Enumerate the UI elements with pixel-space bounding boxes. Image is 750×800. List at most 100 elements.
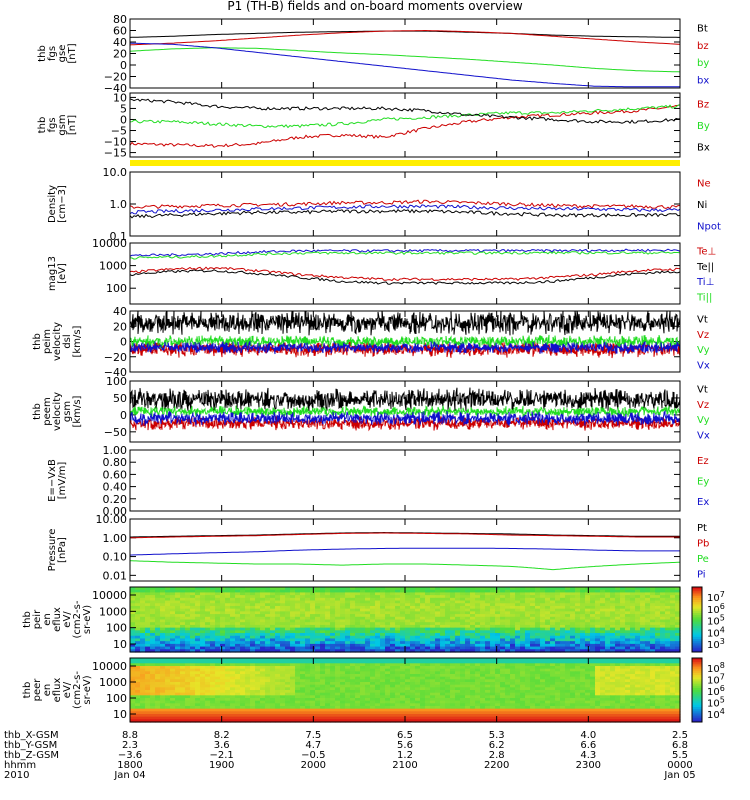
heat-cell xyxy=(180,643,186,648)
heat-cell xyxy=(295,595,301,599)
heat-cell xyxy=(265,703,271,707)
heat-cell xyxy=(535,603,541,607)
heat-cell xyxy=(255,622,261,626)
heat-cell xyxy=(550,671,556,675)
heat-cell xyxy=(445,608,451,612)
heat-cell xyxy=(645,666,651,670)
heat-cell xyxy=(515,616,521,621)
heat-cell xyxy=(420,614,426,618)
heat-cell xyxy=(170,703,176,707)
heat-cell xyxy=(660,674,666,678)
heat-cell xyxy=(130,597,136,602)
heat-cell xyxy=(290,666,296,670)
heat-cell xyxy=(140,600,146,604)
heat-cell xyxy=(545,676,551,680)
heat-cell xyxy=(660,624,666,629)
heat-cell xyxy=(590,646,596,650)
heat-cell xyxy=(580,660,586,664)
heat-cell xyxy=(520,605,526,610)
heat-cell xyxy=(545,597,551,602)
heat-cell xyxy=(130,630,136,634)
heat-cell xyxy=(530,698,536,702)
y-tick-label: 0.10 xyxy=(103,551,128,564)
heat-cell xyxy=(265,679,271,683)
series-line-Vz xyxy=(130,339,680,359)
heat-cell xyxy=(525,611,531,615)
heat-cell xyxy=(530,622,536,626)
heat-cell xyxy=(255,679,261,683)
heat-cell xyxy=(660,658,666,662)
heat-cell xyxy=(185,692,191,696)
heat-cell xyxy=(530,695,536,699)
heat-cell xyxy=(480,630,486,634)
heat-cell xyxy=(630,605,636,610)
heat-cell xyxy=(530,638,536,642)
heat-cell xyxy=(425,619,431,623)
heat-cell xyxy=(625,666,631,670)
heat-cell xyxy=(460,627,466,631)
heat-cell xyxy=(635,587,641,591)
heat-cell xyxy=(540,592,546,596)
heat-cell xyxy=(350,687,356,691)
heat-cell xyxy=(625,630,631,634)
heat-cell xyxy=(505,624,511,629)
heat-cell xyxy=(395,622,401,626)
heat-cell xyxy=(170,660,176,664)
y-axis-label: dsl xyxy=(62,334,73,348)
heat-cell xyxy=(545,605,551,610)
colorbar-cell xyxy=(692,630,702,633)
heat-cell xyxy=(260,690,266,694)
heat-cell xyxy=(665,663,671,667)
heat-cell xyxy=(670,622,676,626)
heat-cell xyxy=(615,643,621,648)
heat-cell xyxy=(495,624,501,629)
heat-cell xyxy=(160,663,166,667)
heat-cell xyxy=(425,614,431,618)
heat-cell xyxy=(265,643,271,648)
heat-cell xyxy=(560,616,566,621)
heat-cell xyxy=(335,668,341,672)
heat-cell xyxy=(605,690,611,694)
heat-cell xyxy=(165,614,171,618)
heat-cell xyxy=(190,682,196,686)
heat-cell xyxy=(445,587,451,591)
series-line-Vx xyxy=(130,409,680,427)
heat-cell xyxy=(580,630,586,634)
heat-cell xyxy=(130,658,136,662)
y-axis-label: (cm2-s- xyxy=(72,600,83,638)
heat-cell xyxy=(455,589,461,594)
y-axis-label: eflux xyxy=(52,607,63,632)
heat-cell xyxy=(570,633,576,637)
heat-cell xyxy=(185,633,191,637)
heat-cell xyxy=(140,608,146,612)
heat-cell xyxy=(320,605,326,610)
heat-cell xyxy=(510,692,516,696)
heat-cell xyxy=(450,595,456,599)
heat-cell xyxy=(320,679,326,683)
heat-cell xyxy=(405,614,411,618)
heat-cell xyxy=(545,700,551,704)
heat-cell xyxy=(280,630,286,634)
heat-cell xyxy=(390,614,396,618)
heat-cell xyxy=(485,595,491,599)
heat-cell xyxy=(370,703,376,707)
heat-cell xyxy=(260,649,266,653)
heat-cell xyxy=(295,638,301,642)
heat-cell xyxy=(440,663,446,667)
heat-cell xyxy=(625,649,631,653)
heat-cell xyxy=(145,658,151,662)
heat-cell xyxy=(225,600,231,604)
heat-cell xyxy=(525,603,531,607)
heat-cell xyxy=(560,611,566,615)
heat-cell xyxy=(275,690,281,694)
heat-cell xyxy=(435,622,441,626)
heat-cell xyxy=(625,674,631,678)
heat-cell xyxy=(385,627,391,631)
heat-cell xyxy=(670,619,676,623)
heat-cell xyxy=(195,587,201,591)
heat-cell xyxy=(210,671,216,675)
heat-cell xyxy=(420,684,426,688)
heat-cell xyxy=(630,700,636,704)
heat-cell xyxy=(335,605,341,610)
